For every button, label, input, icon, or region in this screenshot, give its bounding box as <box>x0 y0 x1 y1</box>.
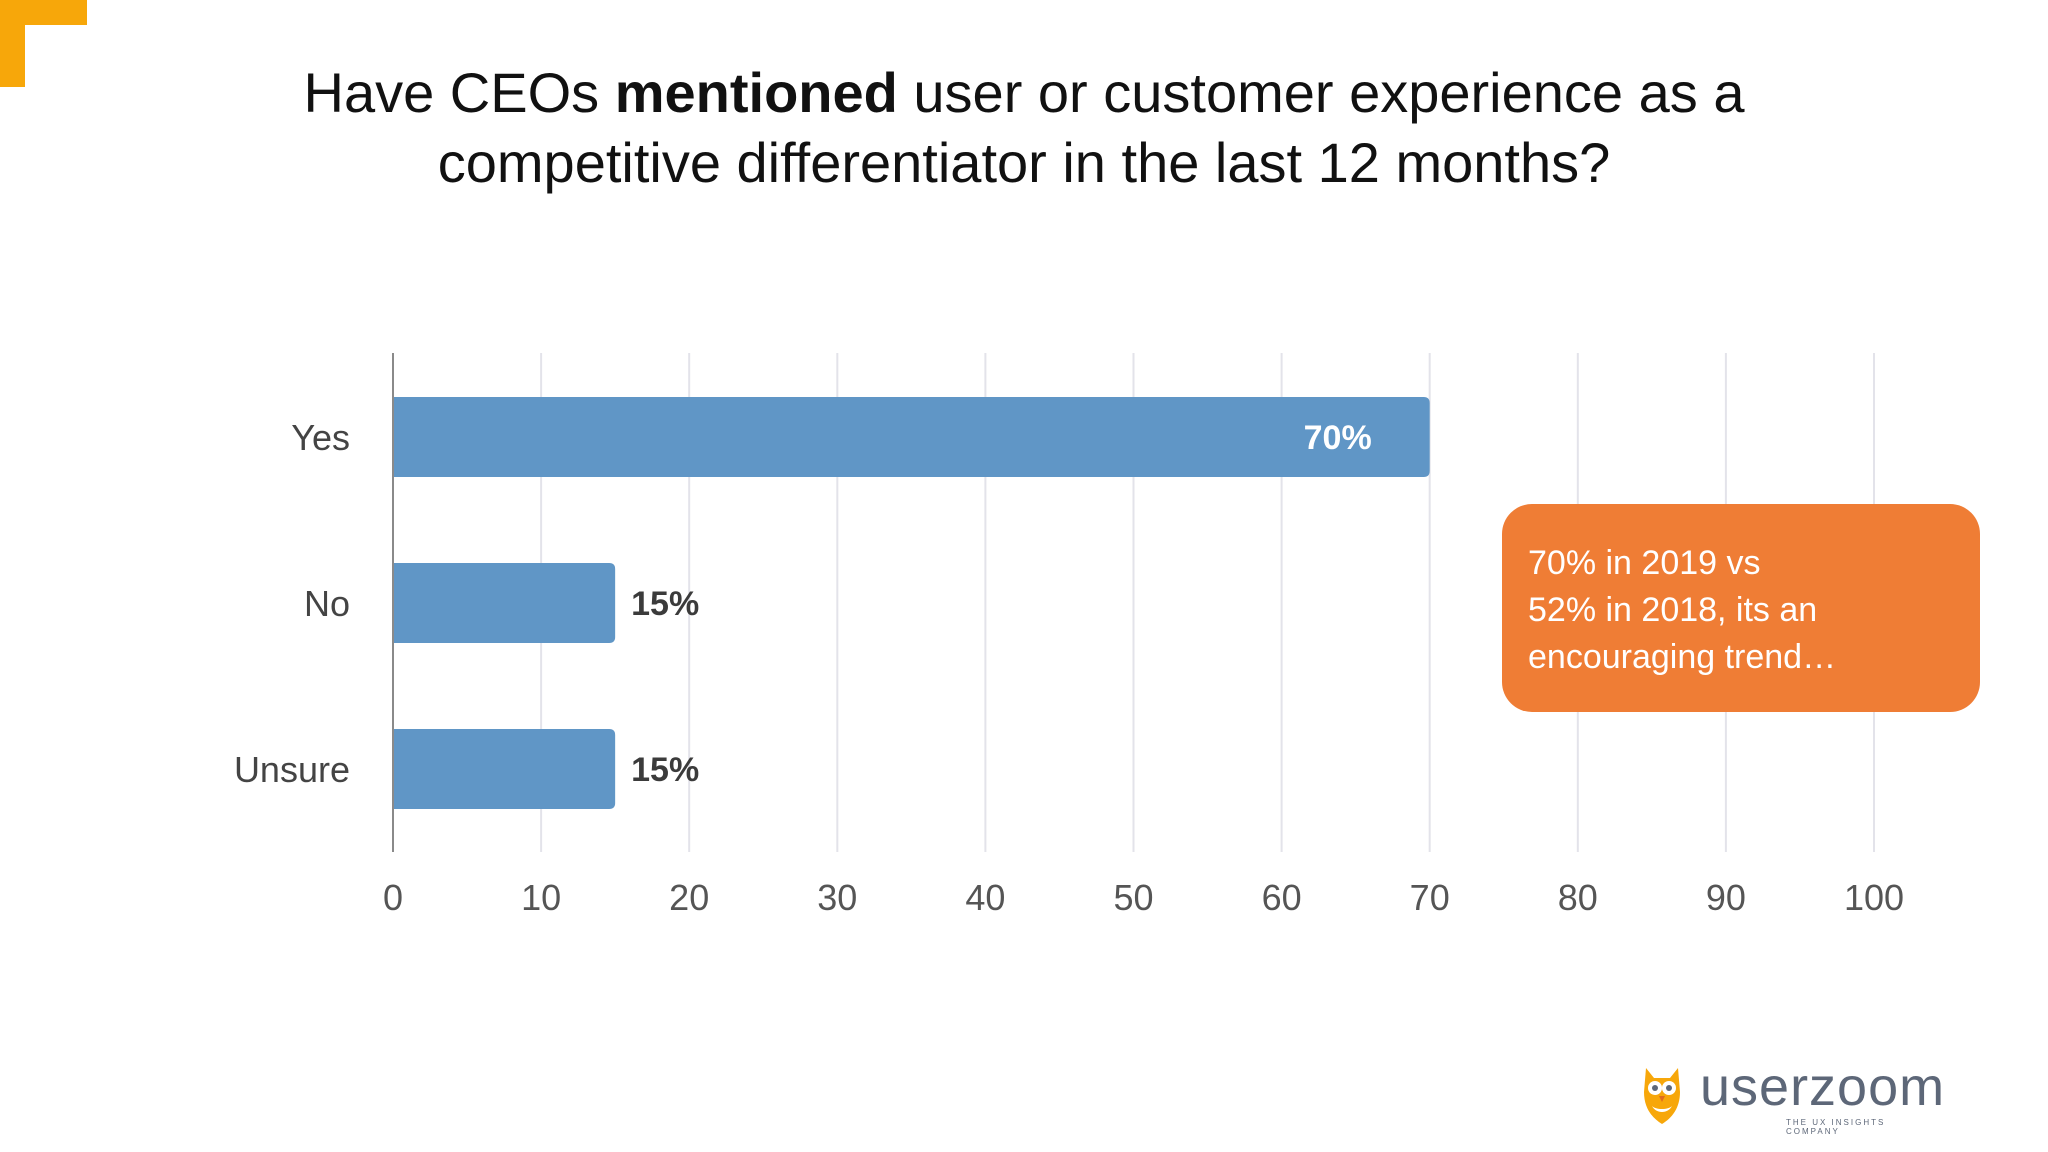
x-tick-label-70: 70 <box>1410 877 1450 918</box>
x-tick-label-90: 90 <box>1706 877 1746 918</box>
brand-tagline: THE UX INSIGHTS COMPANY <box>1786 1118 1886 1136</box>
category-label-no: No <box>304 583 350 624</box>
title-text-bold: mentioned <box>614 61 898 124</box>
title-text-post: user or customer experience as a <box>897 61 1745 124</box>
category-label-yes: Yes <box>291 417 350 458</box>
callout-box: 70% in 2019 vs 52% in 2018, its an encou… <box>1502 504 1980 712</box>
callout-text: 70% in 2019 vs 52% in 2018, its an encou… <box>1528 540 1960 681</box>
bar-yes <box>393 397 1430 477</box>
title-text-pre: Have CEOs <box>303 61 615 124</box>
data-label-no: 15% <box>631 585 699 623</box>
x-tick-label-50: 50 <box>1113 877 1153 918</box>
owl-icon <box>1644 1068 1680 1124</box>
bar-no <box>393 563 616 643</box>
x-tick-label-80: 80 <box>1558 877 1598 918</box>
callout-line-2: 52% in 2018, its an <box>1528 591 1818 629</box>
callout-line-3: encouraging trend… <box>1528 638 1837 676</box>
category-label-unsure: Unsure <box>234 749 350 790</box>
bar-unsure <box>393 729 616 809</box>
x-tick-label-40: 40 <box>965 877 1005 918</box>
corner-bracket-mark <box>0 0 87 87</box>
brand-logo: userzoom THE UX INSIGHTS COMPANY <box>1640 1057 1944 1136</box>
x-tick-label-20: 20 <box>669 877 709 918</box>
x-tick-label-30: 30 <box>817 877 857 918</box>
x-tick-label-60: 60 <box>1262 877 1302 918</box>
title-line-2: competitive differentiator in the last 1… <box>437 131 1611 194</box>
data-label-unsure: 15% <box>631 751 699 789</box>
bars <box>393 397 1430 809</box>
x-tick-label-0: 0 <box>383 877 403 918</box>
x-tick-label-10: 10 <box>521 877 561 918</box>
data-label-yes: 70% <box>1304 419 1372 457</box>
callout-line-1: 70% in 2019 vs <box>1528 544 1761 582</box>
labels: 0 10 20 30 40 50 60 70 80 90 100 Yes 70% No 15% Unsure 1… <box>234 417 1904 918</box>
page-title: Have CEOs mentioned user or customer exp… <box>0 58 2048 198</box>
title-line-1: Have CEOs mentioned user or customer exp… <box>0 58 2048 128</box>
brand-name: userzoom <box>1700 1057 1946 1117</box>
x-tick-label-100: 100 <box>1844 877 1904 918</box>
